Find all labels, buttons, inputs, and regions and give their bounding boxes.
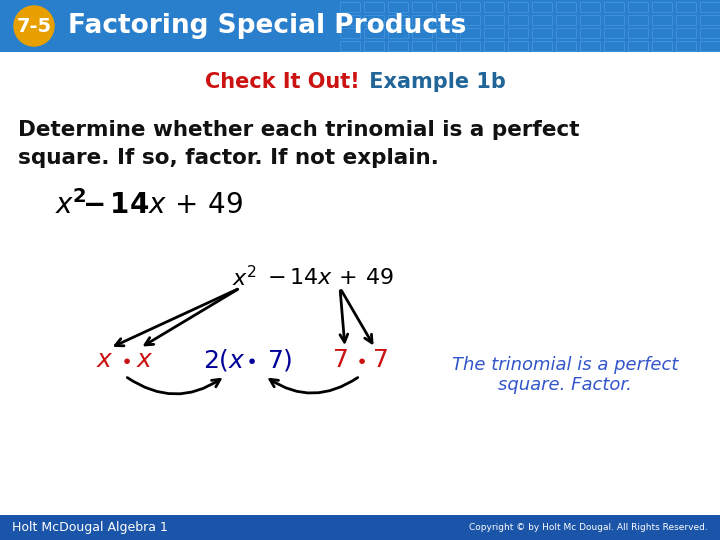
Text: $7$: $7$ [372,348,388,372]
Bar [700,41,720,51]
Bar [556,15,576,25]
Bar [460,2,480,12]
Bar [0,0,720,52]
Bar [532,2,552,12]
Bar [484,15,504,25]
Text: $\bullet$: $\bullet$ [245,350,256,369]
Bar [580,41,600,51]
Bar [340,28,360,38]
Text: $\bullet$: $\bullet$ [120,350,130,369]
Bar [508,2,528,12]
Text: 7-5: 7-5 [17,17,52,36]
Bar [556,41,576,51]
Bar [388,15,408,25]
Text: Factoring Special Products: Factoring Special Products [68,13,467,39]
Bar [676,41,696,51]
Bar [628,28,648,38]
Bar [604,28,624,38]
Bar [0,515,720,540]
Text: square. If so, factor. If not explain.: square. If so, factor. If not explain. [18,148,439,168]
Bar [388,28,408,38]
Bar [364,2,384,12]
Text: $7$: $7$ [332,348,348,372]
Text: Example 1b: Example 1b [362,72,506,92]
Text: Copyright © by Holt Mc Dougal. All Rights Reserved.: Copyright © by Holt Mc Dougal. All Right… [469,523,708,532]
Bar [412,41,432,51]
FancyArrowPatch shape [270,377,358,393]
Bar [340,15,360,25]
Circle shape [14,6,54,46]
Text: $2(x$: $2(x$ [203,347,246,373]
Bar [412,28,432,38]
Bar [340,41,360,51]
Text: Holt McDougal Algebra 1: Holt McDougal Algebra 1 [12,521,168,534]
Bar [460,28,480,38]
Text: $x$: $x$ [96,348,114,372]
Bar [364,41,384,51]
Bar [628,2,648,12]
Bar [652,2,672,12]
Bar [364,28,384,38]
Bar [460,15,480,25]
Bar [700,2,720,12]
Bar [532,41,552,51]
Bar [676,28,696,38]
Text: Determine whether each trinomial is a perfect: Determine whether each trinomial is a pe… [18,120,580,140]
Bar [460,41,480,51]
Bar [604,2,624,12]
Bar [364,15,384,25]
Bar [484,28,504,38]
Text: Check It Out!: Check It Out! [205,72,360,92]
Text: $x$: $x$ [136,348,154,372]
Text: The trinomial is a perfect
square. Factor.: The trinomial is a perfect square. Facto… [452,356,678,394]
Bar [436,2,456,12]
Bar [340,2,360,12]
Bar [676,2,696,12]
Bar [580,15,600,25]
Text: $7)$: $7)$ [267,347,292,373]
Bar [508,41,528,51]
Bar [532,15,552,25]
Bar [700,28,720,38]
Bar [604,15,624,25]
Bar [484,41,504,51]
Bar [436,41,456,51]
Bar [700,15,720,25]
Bar [508,15,528,25]
Text: $\bullet$: $\bullet$ [354,350,366,369]
Text: $\mathbf{\it{x}}^{\mathbf{2}}$: $\mathbf{\it{x}}^{\mathbf{2}}$ [55,190,86,220]
Bar [484,2,504,12]
Bar [556,28,576,38]
Bar [676,15,696,25]
Bar [580,2,600,12]
Bar [412,2,432,12]
Bar [604,41,624,51]
Bar [652,15,672,25]
Text: $\mathbf{-\,14\it{x}\,+\,49}$: $\mathbf{-\,14\it{x}\,+\,49}$ [82,191,243,219]
FancyArrowPatch shape [127,377,220,394]
Bar [532,28,552,38]
Bar [652,41,672,51]
Bar [556,2,576,12]
Bar [628,41,648,51]
Bar [388,2,408,12]
Bar [436,28,456,38]
Bar [580,28,600,38]
Bar [628,15,648,25]
Bar [388,41,408,51]
Bar [412,15,432,25]
Text: $x^2$: $x^2$ [232,265,257,291]
Text: $-\,14x\,+\,49$: $-\,14x\,+\,49$ [267,268,394,288]
Bar [508,28,528,38]
Bar [652,28,672,38]
Bar [436,15,456,25]
